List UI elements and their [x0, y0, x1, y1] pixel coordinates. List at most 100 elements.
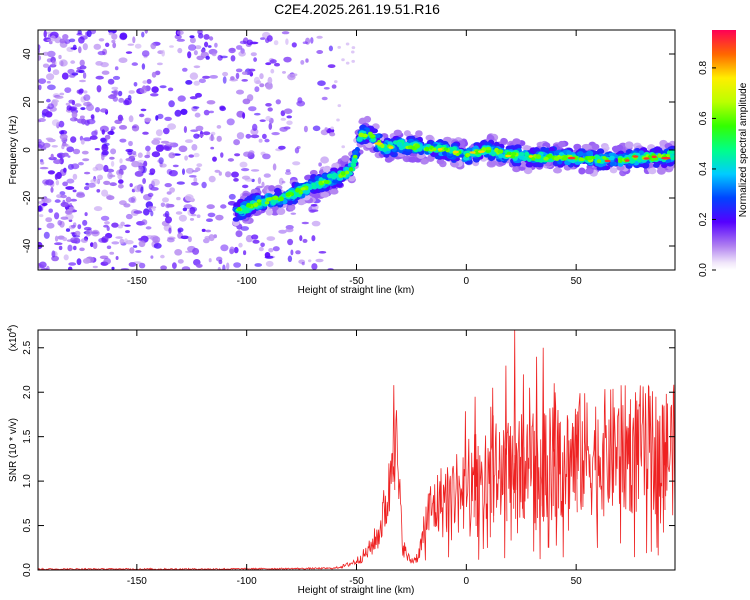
noise-blob: [74, 230, 81, 236]
noise-blob: [328, 45, 333, 52]
noise-blob: [345, 61, 350, 65]
noise-blob: [264, 138, 270, 143]
noise-blob: [92, 241, 98, 249]
noise-blob: [178, 145, 188, 153]
noise-blob: [144, 154, 151, 159]
noise-blob: [312, 125, 321, 132]
noise-blob: [78, 69, 85, 74]
ridge-cell: [548, 153, 553, 158]
noise-blob: [69, 117, 78, 122]
noise-blob: [82, 219, 88, 226]
noise-blob: [280, 117, 287, 121]
ridge-cell: [358, 132, 365, 138]
ridge-cell: [270, 199, 277, 206]
noise-blob: [60, 216, 69, 220]
noise-blob: [138, 238, 143, 241]
spectrogram-x-ticks: -150 -100 -50 0 50: [127, 30, 582, 287]
ridge-cell: [272, 195, 279, 201]
noise-blob: [189, 72, 199, 80]
noise-blob: [72, 189, 77, 193]
noise-blob: [242, 184, 249, 189]
noise-blob: [85, 229, 92, 237]
spectrogram-cells: [38, 30, 675, 270]
ridge-cell: [556, 159, 563, 165]
noise-blob: [258, 138, 263, 143]
noise-blob: [129, 183, 133, 188]
ridge-cell: [591, 143, 600, 150]
x-tick-label: 0: [464, 276, 470, 287]
noise-blob: [38, 205, 42, 212]
ridge-cell: [518, 152, 525, 156]
noise-blob: [54, 212, 60, 220]
noise-blob: [142, 131, 149, 135]
noise-blob: [111, 241, 120, 245]
noise-blob: [318, 251, 327, 254]
noise-blob: [167, 123, 177, 130]
noise-blob: [42, 51, 50, 56]
ridge-cell: [523, 167, 533, 175]
noise-blob: [132, 125, 137, 129]
ridge-peak: [528, 155, 533, 158]
x-tick-label: -50: [349, 276, 364, 287]
noise-blob: [189, 207, 196, 215]
noise-blob: [142, 178, 147, 184]
noise-blob: [98, 237, 107, 243]
noise-blob: [111, 266, 115, 270]
x-tick-label: -100: [237, 576, 257, 587]
noise-blob: [191, 213, 197, 217]
ridge-cell: [344, 166, 350, 172]
noise-blob: [196, 263, 203, 268]
noise-blob: [60, 201, 69, 208]
noise-blob: [265, 103, 272, 107]
noise-blob: [241, 71, 248, 75]
noise-blob: [51, 60, 56, 67]
noise-blob: [115, 256, 119, 260]
noise-blob: [187, 51, 192, 59]
ridge-cell: [351, 159, 358, 164]
noise-blob: [193, 80, 200, 86]
noise-blob: [117, 114, 123, 122]
noise-blob: [309, 209, 319, 212]
noise-blob: [128, 197, 136, 203]
noise-blob: [330, 126, 334, 130]
noise-blob: [79, 59, 85, 67]
noise-blob: [196, 163, 203, 168]
noise-blob: [59, 133, 68, 140]
noise-blob: [175, 211, 183, 215]
noise-blob: [208, 258, 212, 263]
x-tick-label: -50: [349, 576, 364, 587]
noise-blob: [198, 33, 204, 39]
noise-blob: [254, 263, 262, 267]
noise-blob: [65, 196, 72, 203]
noise-blob: [54, 235, 59, 242]
noise-blob: [240, 226, 249, 231]
ridge-cell: [320, 191, 330, 198]
noise-blob: [233, 246, 239, 254]
ridge-cell: [288, 204, 296, 211]
ridge-cell: [245, 203, 252, 208]
noise-blob: [141, 31, 145, 38]
noise-blob: [124, 238, 128, 244]
noise-blob: [214, 42, 218, 48]
ridge-cell: [535, 154, 542, 160]
noise-blob: [96, 85, 102, 93]
noise-blob: [150, 42, 157, 50]
noise-blob: [93, 206, 103, 212]
noise-blob: [209, 75, 218, 79]
noise-blob: [177, 259, 184, 264]
noise-blob: [228, 193, 236, 200]
noise-blob: [90, 114, 95, 120]
noise-blob: [229, 246, 235, 254]
ridge-cell: [617, 159, 623, 164]
ridge-cell: [557, 140, 566, 148]
ridge-cell: [609, 167, 618, 174]
ridge-peak: [469, 151, 476, 154]
noise-blob: [194, 112, 201, 118]
noise-blob: [152, 236, 161, 244]
noise-blob: [38, 227, 42, 231]
noise-blob: [151, 139, 161, 145]
noise-blob: [177, 95, 186, 102]
noise-blob: [161, 49, 166, 57]
noise-blob: [127, 94, 132, 101]
